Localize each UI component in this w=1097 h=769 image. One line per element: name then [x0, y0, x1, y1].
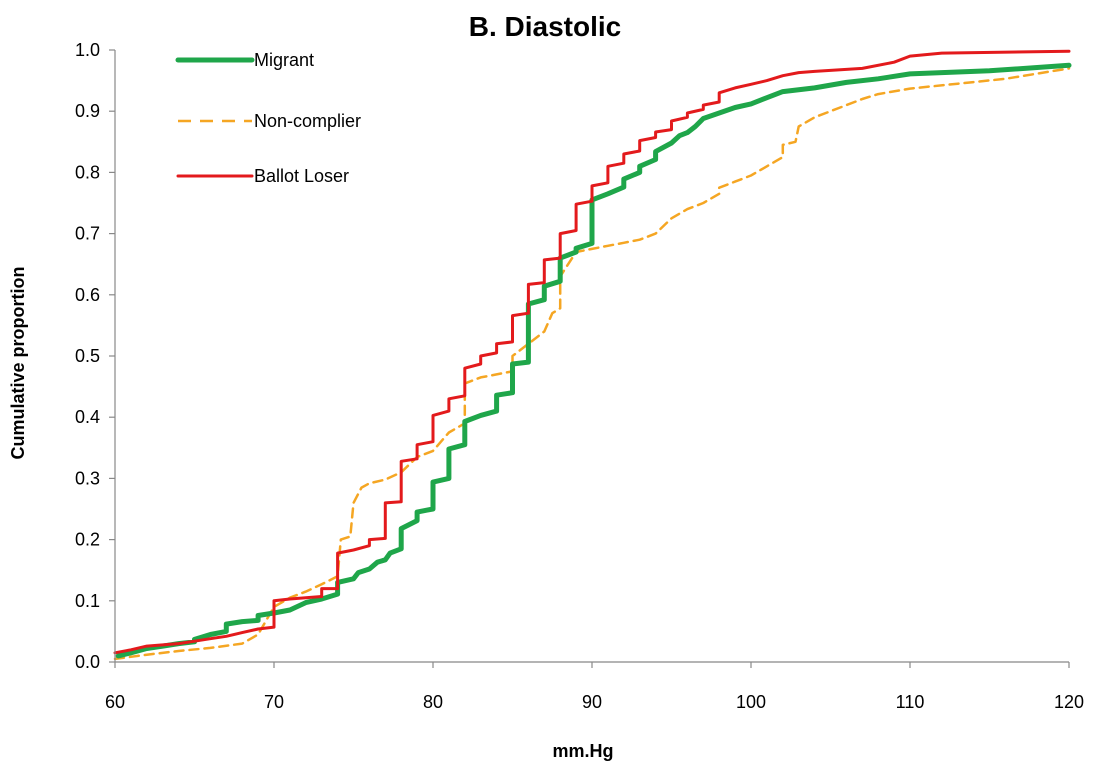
x-tick-label: 90	[582, 692, 602, 712]
y-tick-label: 0.4	[75, 407, 100, 427]
y-axis-title: Cumulative proportion	[8, 267, 28, 460]
x-tick-label: 110	[896, 692, 925, 712]
x-tick-label: 120	[1054, 692, 1084, 712]
series-layer	[113, 49, 1072, 661]
chart-title: B. Diastolic	[469, 11, 621, 42]
y-tick-label: 0.5	[75, 346, 100, 366]
x-tick-label: 80	[423, 692, 443, 712]
x-tick-label: 100	[736, 692, 766, 712]
legend-label: Ballot Loser	[254, 166, 349, 186]
series-line-migrant	[115, 62, 1072, 659]
y-tick-label: 0.2	[75, 530, 100, 550]
y-tick-label: 0.9	[75, 101, 100, 121]
legend-label: Non-complier	[254, 111, 361, 131]
axes-layer	[114, 50, 1069, 663]
y-tick-label: 0.1	[75, 591, 100, 611]
legend: Migrant Non-complier Ballot Loser	[175, 50, 361, 186]
x-tick-label: 70	[264, 692, 284, 712]
legend-label: Migrant	[254, 50, 314, 70]
y-tick-label: 0.8	[75, 162, 100, 182]
y-tick-label: 0.0	[75, 652, 100, 672]
x-tick-label: 60	[105, 692, 125, 712]
y-tick-label: 0.3	[75, 468, 100, 488]
y-tick-label: 0.7	[75, 224, 100, 244]
x-axis-title: mm.Hg	[552, 741, 613, 761]
ticks-layer: 60 70 80 90 100 110 120 0.0 0.1 0.2 0.3 0.4 0.5 0.6 0.…	[75, 40, 1084, 712]
series-line-ballot-loser	[113, 49, 1071, 655]
series-line-non-complier	[113, 67, 1071, 661]
y-tick-label: 0.6	[75, 285, 100, 305]
y-tick-label: 1.0	[75, 40, 100, 60]
